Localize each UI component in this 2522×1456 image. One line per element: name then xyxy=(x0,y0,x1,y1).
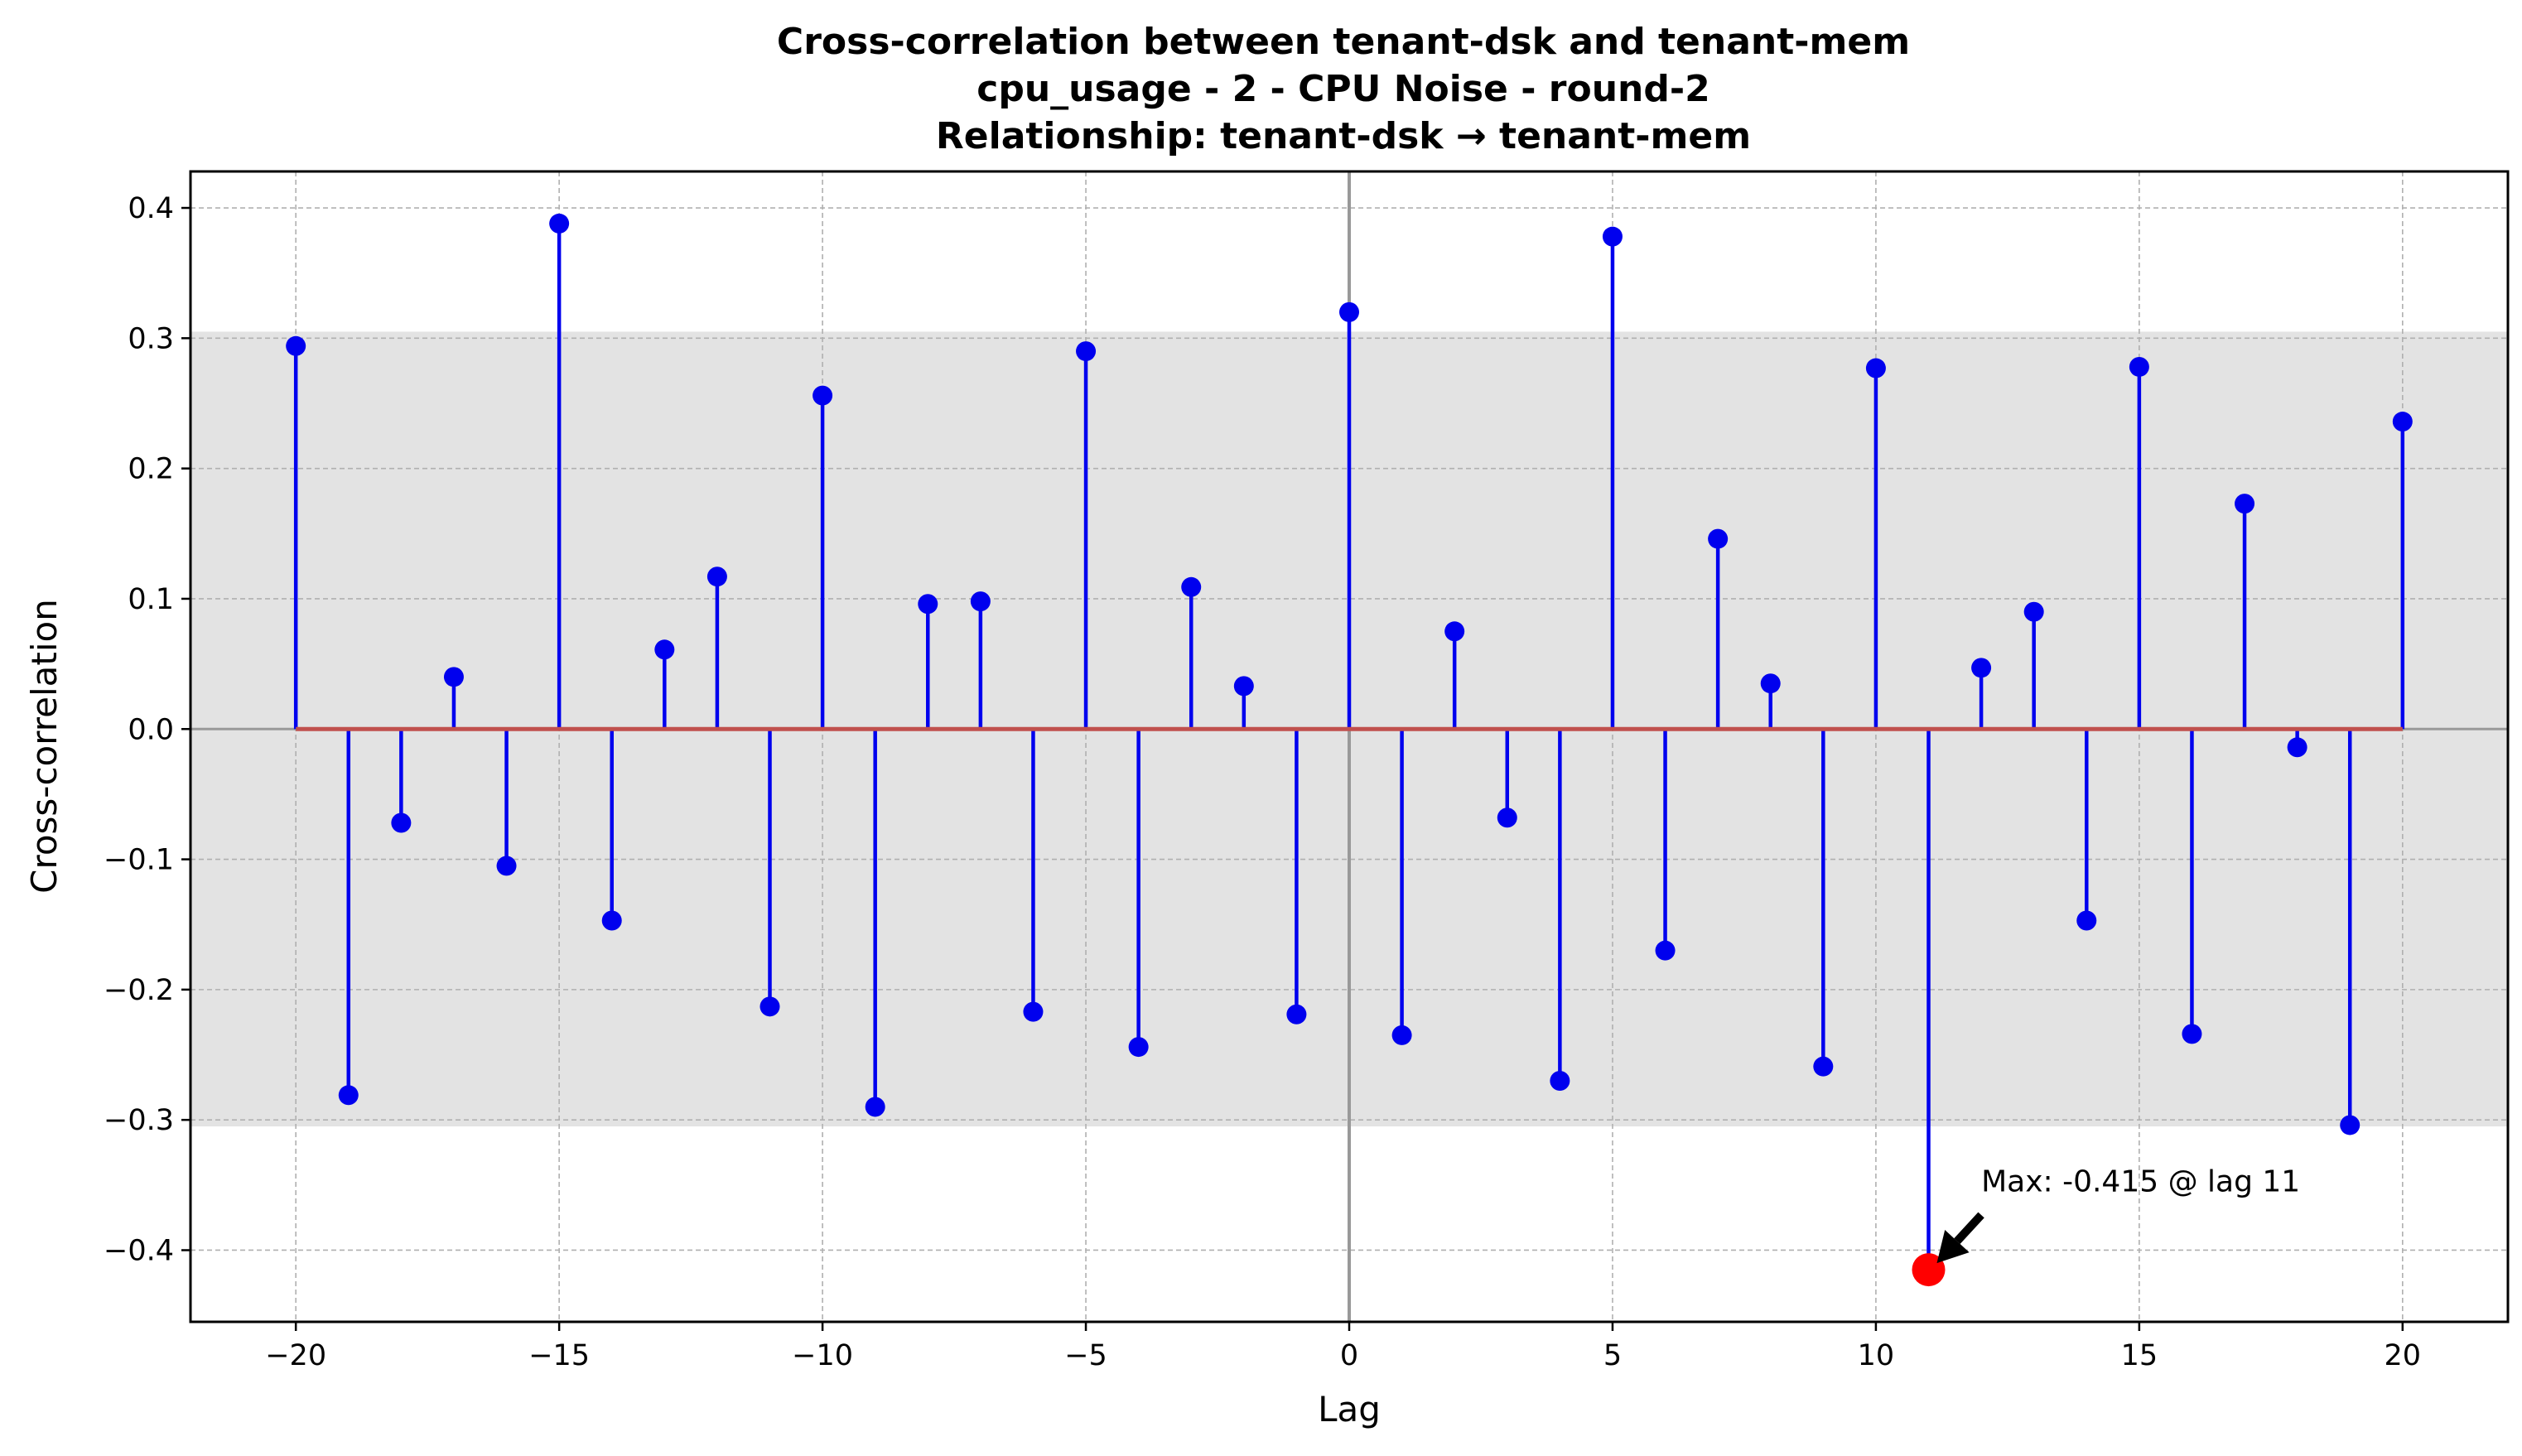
data-point-lag--5 xyxy=(1076,341,1097,362)
data-point-lag-4 xyxy=(1550,1070,1570,1091)
data-point-lag--11 xyxy=(759,996,780,1017)
data-point-lag-18 xyxy=(2287,737,2307,758)
data-point-lag-20 xyxy=(2392,412,2413,432)
data-point-lag--12 xyxy=(706,566,727,587)
x-tick-label-2: −10 xyxy=(792,1339,853,1372)
data-point-lag-19 xyxy=(2340,1115,2360,1135)
data-point-lag-0 xyxy=(1339,301,1359,322)
data-point-lag--15 xyxy=(549,213,570,234)
data-point-lag--4 xyxy=(1128,1037,1149,1058)
x-tick-label-1: −15 xyxy=(528,1339,590,1372)
data-point-lag--10 xyxy=(813,385,833,406)
data-point-lag--3 xyxy=(1181,576,1202,597)
chart-title-line-2: cpu_usage - 2 - CPU Noise - round-2 xyxy=(976,68,1709,110)
x-tick-label-6: 10 xyxy=(1858,1339,1895,1372)
data-point-lag-1 xyxy=(1391,1025,1412,1045)
data-point-lag-3 xyxy=(1497,808,1517,828)
data-point-lag-13 xyxy=(2023,601,2044,622)
data-point-lag--8 xyxy=(918,594,938,615)
data-point-lag--14 xyxy=(601,910,622,931)
data-point-lag-16 xyxy=(2182,1024,2202,1044)
y-tick-label-3: 0.1 xyxy=(128,583,174,616)
y-tick-label-4: 0.0 xyxy=(128,713,174,746)
data-point-lag--6 xyxy=(1023,1001,1044,1022)
data-point-lag--13 xyxy=(654,639,675,660)
data-point-lag-14 xyxy=(2076,910,2097,931)
y-tick-label-8: −0.4 xyxy=(104,1234,174,1267)
y-tick-label-0: 0.4 xyxy=(128,192,174,225)
x-tick-label-7: 15 xyxy=(2121,1339,2158,1372)
data-point-lag-7 xyxy=(1708,528,1729,549)
data-point-lag-5 xyxy=(1602,226,1623,247)
data-point-lag-10 xyxy=(1865,358,1886,378)
max-annotation-arrow-head xyxy=(1936,1230,1970,1264)
data-point-lag--20 xyxy=(286,335,306,356)
data-point-lag--16 xyxy=(496,856,517,876)
x-tick-label-4: 0 xyxy=(1340,1339,1358,1372)
chart-title: Cross-correlation between tenant-dsk and… xyxy=(777,21,1910,157)
max-annotation-arrow-shaft xyxy=(1954,1212,1984,1245)
annotation-layer: Max: -0.415 @ lag 11 xyxy=(1936,1165,2300,1264)
data-point-lag--9 xyxy=(865,1097,885,1117)
y-tick-label-1: 0.3 xyxy=(128,322,174,355)
x-tick-label-8: 20 xyxy=(2385,1339,2422,1372)
max-annotation-text: Max: -0.415 @ lag 11 xyxy=(1981,1165,2300,1199)
chart-title-line-1: Cross-correlation between tenant-dsk and… xyxy=(777,21,1910,63)
y-tick-label-2: 0.2 xyxy=(128,453,174,486)
data-point-lag-8 xyxy=(1760,673,1781,694)
data-point-lag--17 xyxy=(443,667,464,687)
y-tick-label-6: −0.2 xyxy=(104,974,174,1007)
stems-layer xyxy=(293,223,2405,1270)
x-axis-label: Lag xyxy=(1318,1389,1381,1429)
data-point-lag-17 xyxy=(2235,494,2255,514)
y-axis-label: Cross-correlation xyxy=(24,599,65,894)
data-point-lag-6 xyxy=(1655,940,1676,961)
ticks-layer: −20 −15 −10 −5 0 5 10 15 20 0.4 0.3 0.2 0.1 0.0 −0.1 −0… xyxy=(104,192,2421,1372)
y-tick-label-7: −0.3 xyxy=(104,1104,174,1137)
data-point-lag--1 xyxy=(1286,1004,1307,1025)
x-tick-label-0: −20 xyxy=(265,1339,326,1372)
data-point-lag--7 xyxy=(970,591,991,612)
data-point-lag--2 xyxy=(1233,676,1254,697)
data-point-lag--19 xyxy=(338,1085,359,1106)
data-point-lag-12 xyxy=(1971,658,1992,678)
data-point-lag-2 xyxy=(1444,621,1465,642)
y-tick-label-5: −0.1 xyxy=(104,844,174,877)
data-point-lag-9 xyxy=(1813,1056,1834,1077)
chart-title-line-3: Relationship: tenant-dsk → tenant-mem xyxy=(936,115,1751,157)
x-tick-label-3: −5 xyxy=(1064,1339,1107,1372)
data-point-lag--18 xyxy=(391,812,412,833)
x-tick-label-5: 5 xyxy=(1603,1339,1622,1372)
markers-layer xyxy=(286,213,2413,1287)
max-point-marker xyxy=(1912,1253,1946,1287)
data-point-lag-15 xyxy=(2129,356,2149,377)
